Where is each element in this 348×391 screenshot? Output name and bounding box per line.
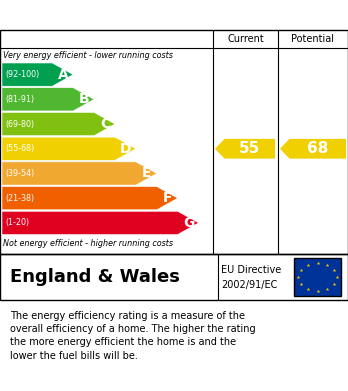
Text: (69-80): (69-80) [5,120,34,129]
Polygon shape [2,113,115,136]
Polygon shape [2,187,177,210]
Polygon shape [2,88,94,111]
Text: F: F [163,191,173,205]
Text: Energy Efficiency Rating: Energy Efficiency Rating [60,6,288,24]
Polygon shape [280,139,346,159]
Text: A: A [58,68,69,82]
Text: Current: Current [227,34,264,44]
Text: C: C [100,117,110,131]
Text: G: G [183,216,194,230]
Polygon shape [2,162,157,185]
Text: The energy efficiency rating is a measure of the
overall efficiency of a home. T: The energy efficiency rating is a measur… [10,311,256,361]
Text: B: B [79,92,89,106]
Text: E: E [142,167,152,181]
Text: (39-54): (39-54) [5,169,34,178]
Text: Very energy efficient - lower running costs: Very energy efficient - lower running co… [3,51,173,60]
Text: (21-38): (21-38) [5,194,34,203]
Text: (81-91): (81-91) [5,95,34,104]
Text: England & Wales: England & Wales [10,268,180,286]
Text: Potential: Potential [292,34,334,44]
Text: 55: 55 [239,141,260,156]
Bar [294,258,341,296]
Text: D: D [120,142,132,156]
Text: Not energy efficient - higher running costs: Not energy efficient - higher running co… [3,240,173,249]
Text: 2002/91/EC: 2002/91/EC [221,280,277,290]
Polygon shape [215,139,275,159]
Text: (1-20): (1-20) [5,219,29,228]
Text: EU Directive: EU Directive [221,265,281,275]
Polygon shape [2,137,136,160]
Polygon shape [2,63,73,86]
Text: (55-68): (55-68) [5,144,34,153]
Text: (92-100): (92-100) [5,70,39,79]
Polygon shape [2,211,199,235]
Text: 68: 68 [307,141,329,156]
